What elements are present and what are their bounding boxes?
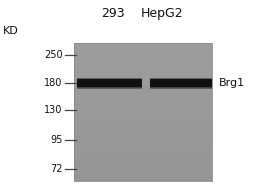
Bar [74,86,212,88]
Bar [74,140,212,142]
Bar [74,162,212,164]
Bar [74,88,212,90]
Bar [74,135,212,136]
Text: Brg1: Brg1 [219,78,245,88]
Bar [74,161,212,162]
Text: HepG2: HepG2 [141,7,184,20]
Bar [74,157,212,159]
Bar [74,126,212,128]
Bar [77,81,142,89]
Bar [74,77,212,79]
Bar [74,64,212,65]
Bar [74,43,212,45]
Bar [74,155,212,157]
Bar [74,166,212,168]
Text: 95: 95 [50,135,63,145]
Bar [74,97,212,98]
Bar [74,58,212,60]
Bar [74,133,212,135]
Bar [150,78,212,88]
Text: 180: 180 [44,78,63,88]
Bar [74,50,212,51]
Bar [74,154,212,155]
Bar [74,148,212,150]
Bar [74,81,212,83]
Bar [150,79,212,87]
Bar [74,43,212,181]
Text: 293: 293 [101,7,124,20]
Bar [74,121,212,122]
Bar [74,72,212,74]
Bar [74,119,212,121]
Bar [74,145,212,147]
Bar [74,60,212,62]
Bar [74,138,212,140]
Bar [74,93,212,95]
Bar [74,69,212,71]
Bar [74,176,212,178]
Bar [74,95,212,97]
Bar [74,104,212,105]
Bar [74,110,212,112]
Bar [74,45,212,46]
Bar [74,122,212,124]
Bar [74,114,212,116]
Bar [74,55,212,57]
Bar [74,128,212,129]
Bar [74,180,212,181]
Bar [74,142,212,143]
Bar [74,91,212,93]
Bar [74,169,212,171]
Bar [77,79,142,87]
Bar [74,102,212,104]
Bar [74,46,212,48]
Text: KD: KD [3,26,18,36]
Bar [74,159,212,161]
Bar [74,152,212,154]
Bar [74,164,212,166]
Bar [74,105,212,107]
Bar [74,131,212,133]
Bar [74,84,212,86]
Bar [74,100,212,102]
Bar [77,78,142,88]
Bar [74,53,212,55]
Text: 72: 72 [50,164,63,174]
Bar [74,173,212,174]
Bar [74,171,212,173]
Text: 130: 130 [44,105,63,115]
Bar [74,107,212,109]
Bar [74,143,212,145]
Bar [74,62,212,64]
Text: 250: 250 [44,50,63,60]
Bar [74,67,212,69]
Bar [74,136,212,138]
Bar [74,147,212,148]
Bar [74,76,212,77]
Bar [74,57,212,58]
Bar [74,71,212,72]
Bar [74,129,212,131]
Bar [74,116,212,117]
Bar [74,83,212,84]
Bar [77,79,142,87]
Bar [150,79,212,87]
Bar [74,74,212,76]
Bar [74,48,212,50]
Bar [150,81,212,89]
Bar [74,90,212,91]
Bar [74,79,212,81]
Bar [74,112,212,114]
Bar [74,178,212,180]
Bar [74,98,212,100]
Bar [74,117,212,119]
Bar [74,124,212,126]
Bar [74,109,212,110]
Bar [74,168,212,169]
Bar [74,174,212,176]
Bar [74,150,212,152]
Bar [74,65,212,67]
Bar [74,51,212,53]
